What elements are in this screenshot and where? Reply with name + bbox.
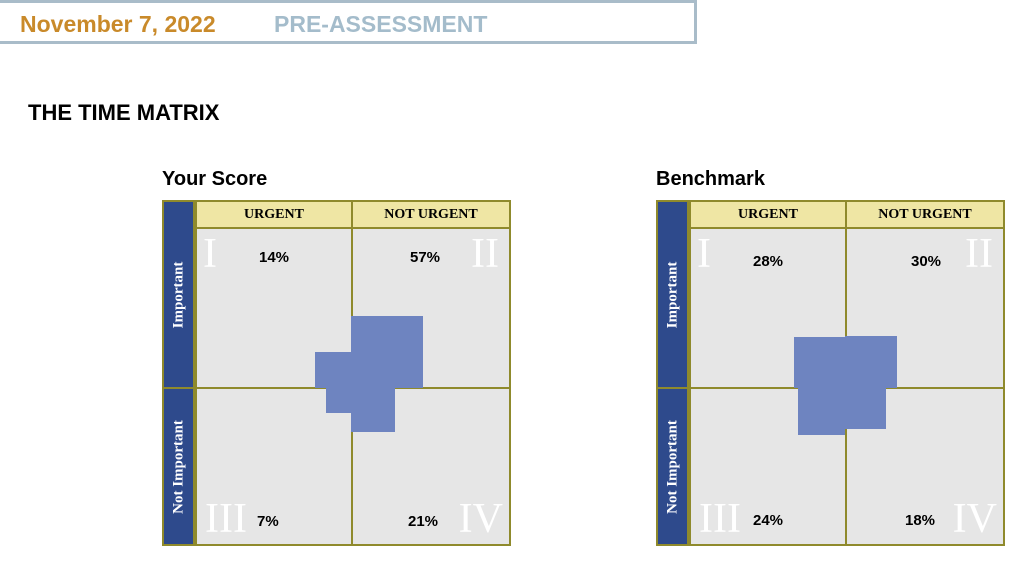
quadrant-value: 57% bbox=[410, 249, 441, 266]
quadrant-value: 18% bbox=[905, 512, 936, 529]
row-label-important: Important bbox=[170, 261, 186, 328]
quadrant-numeral: II bbox=[965, 231, 993, 277]
quadrant-iv-bar bbox=[351, 388, 395, 432]
your-score-matrix: Your Score URGENT NOT URGENT Important N… bbox=[162, 168, 512, 548]
matrix-title: Your Score bbox=[162, 168, 268, 190]
quadrant-numeral: I bbox=[697, 231, 711, 277]
quadrant-numeral: II bbox=[471, 231, 499, 277]
col-header-not-urgent: NOT URGENT bbox=[845, 200, 1005, 229]
row-header-important: Important bbox=[656, 200, 689, 389]
row-header-not-important: Not Important bbox=[162, 387, 195, 546]
row-header-not-important: Not Important bbox=[656, 387, 689, 546]
row-label-not-important: Not Important bbox=[664, 419, 680, 514]
quadrant-value: 30% bbox=[911, 253, 942, 270]
quadrant-numeral: IV bbox=[952, 496, 997, 542]
quadrant-iii: III 7% bbox=[195, 387, 353, 546]
quadrant-iii-bar bbox=[798, 388, 845, 435]
quadrant-numeral: IV bbox=[458, 496, 503, 542]
page-title: THE TIME MATRIX bbox=[28, 100, 220, 125]
quadrant-numeral: III bbox=[205, 496, 247, 542]
quadrant-numeral: I bbox=[203, 231, 217, 277]
row-header-important: Important bbox=[162, 200, 195, 389]
col-header-not-urgent: NOT URGENT bbox=[351, 200, 511, 229]
quadrant-value: 24% bbox=[753, 512, 784, 529]
quadrant-value: 14% bbox=[259, 249, 290, 266]
quadrant-numeral: III bbox=[699, 496, 741, 542]
quadrant-value: 7% bbox=[257, 513, 279, 530]
col-header-urgent: URGENT bbox=[689, 200, 847, 229]
quadrant-value: 28% bbox=[753, 253, 784, 270]
benchmark-matrix: Benchmark URGENT NOT URGENT Important No… bbox=[656, 168, 1006, 548]
quadrant-iii-bar bbox=[325, 388, 351, 414]
header-bar: November 7, 2022 PRE-ASSESSMENT bbox=[0, 0, 697, 44]
quadrant-i: I 14% bbox=[195, 227, 353, 389]
header-title: PRE-ASSESSMENT bbox=[274, 11, 488, 37]
quadrant-iv-bar bbox=[845, 388, 886, 429]
header-date: November 7, 2022 bbox=[20, 11, 216, 37]
quadrant-i-bar bbox=[315, 352, 351, 388]
quadrant-ii-bar bbox=[351, 315, 424, 388]
quadrant-i-bar bbox=[794, 337, 845, 388]
col-header-urgent: URGENT bbox=[195, 200, 353, 229]
row-label-not-important: Not Important bbox=[170, 419, 186, 514]
quadrant-value: 21% bbox=[408, 513, 439, 530]
quadrant-ii-bar bbox=[845, 335, 898, 388]
matrix-title: Benchmark bbox=[656, 168, 765, 190]
quadrant-iv: IV 21% bbox=[351, 387, 511, 546]
row-label-important: Important bbox=[664, 261, 680, 328]
